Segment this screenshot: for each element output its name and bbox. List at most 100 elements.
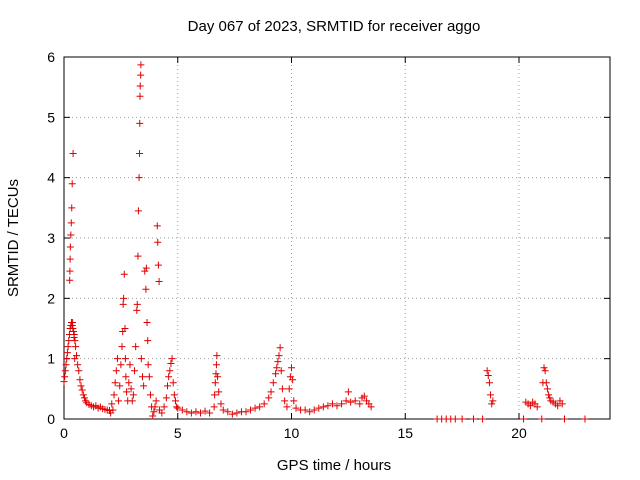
axis-ticks: 0 5 10 15 20 0 1 2 3 4 5 6 xyxy=(47,49,610,441)
data-point xyxy=(134,252,142,260)
y-tick-label: 1 xyxy=(47,351,55,367)
data-point xyxy=(132,343,140,351)
y-tick-label: 2 xyxy=(47,290,55,306)
data-point xyxy=(273,364,281,372)
data-point xyxy=(526,402,534,410)
data-point xyxy=(538,415,546,423)
data-point xyxy=(228,410,236,418)
data-point xyxy=(328,400,336,408)
data-point xyxy=(212,370,220,378)
data-point xyxy=(485,379,493,387)
data-point xyxy=(112,367,120,375)
data-point xyxy=(73,352,81,360)
data-point xyxy=(546,394,554,402)
data-point xyxy=(213,352,221,360)
data-point xyxy=(210,403,218,411)
data-point xyxy=(543,385,551,393)
data-point xyxy=(68,180,76,188)
y-axis-label: SRMTID / TECUs xyxy=(5,179,22,297)
data-point xyxy=(554,402,562,410)
data-point xyxy=(319,403,327,411)
data-point xyxy=(140,382,148,390)
data-point xyxy=(360,392,368,400)
data-point xyxy=(67,231,75,239)
data-point xyxy=(301,406,309,414)
data-point xyxy=(151,403,159,411)
data-point xyxy=(144,337,152,345)
data-point xyxy=(178,406,186,414)
data-point xyxy=(233,409,241,417)
y-tick-label: 6 xyxy=(47,49,55,65)
data-point xyxy=(145,373,153,381)
data-point xyxy=(116,382,124,390)
data-point xyxy=(170,391,178,399)
data-point xyxy=(281,397,289,405)
data-point xyxy=(69,318,77,326)
data-point xyxy=(69,150,77,158)
data-point xyxy=(201,407,209,415)
data-point xyxy=(520,415,528,423)
data-point xyxy=(65,337,73,345)
data-point xyxy=(168,355,176,363)
data-point xyxy=(315,404,323,412)
data-point xyxy=(66,243,74,251)
data-point xyxy=(165,373,173,381)
x-tick-label: 20 xyxy=(511,425,527,441)
data-point xyxy=(489,397,497,405)
data-point xyxy=(134,207,142,215)
data-point xyxy=(324,402,332,410)
data-point xyxy=(136,92,144,100)
data-point xyxy=(117,361,125,369)
data-point xyxy=(62,361,70,369)
data-point xyxy=(558,400,566,408)
data-point xyxy=(129,391,137,399)
y-tick-label: 5 xyxy=(47,109,55,125)
data-point xyxy=(247,406,255,414)
data-point xyxy=(63,355,71,363)
data-point xyxy=(164,382,172,390)
data-point xyxy=(277,367,285,375)
data-point xyxy=(128,397,136,405)
data-point xyxy=(61,367,69,375)
data-point xyxy=(283,403,291,411)
data-point xyxy=(347,398,355,406)
data-point xyxy=(217,400,225,408)
data-point xyxy=(206,409,214,417)
data-point xyxy=(224,408,232,416)
data-point xyxy=(542,379,550,387)
data-point xyxy=(356,400,364,408)
data-point xyxy=(133,306,141,314)
data-point xyxy=(540,364,548,372)
chart-title: Day 067 of 2023, SRMTID for receiver agg… xyxy=(188,18,481,35)
data-point xyxy=(260,400,268,408)
data-point xyxy=(154,261,162,269)
data-point xyxy=(153,222,161,230)
data-point xyxy=(143,318,151,326)
data-point xyxy=(458,415,466,423)
data-point xyxy=(152,397,160,405)
data-point xyxy=(310,406,318,414)
data-point xyxy=(68,204,76,212)
data-point xyxy=(251,404,259,412)
data-point xyxy=(79,391,87,399)
data-point xyxy=(158,409,166,417)
data-point xyxy=(214,373,222,381)
data-point xyxy=(169,379,177,387)
data-point xyxy=(61,373,69,381)
data-point xyxy=(78,386,86,394)
data-point xyxy=(108,400,116,408)
x-axis-label: GPS time / hours xyxy=(277,457,391,474)
data-point xyxy=(110,391,118,399)
data-point xyxy=(64,343,72,351)
data-point xyxy=(267,388,275,396)
data-point xyxy=(131,367,139,375)
data-point xyxy=(344,388,352,396)
data-point xyxy=(115,397,123,405)
data-point xyxy=(111,379,119,387)
data-point xyxy=(137,61,145,69)
data-point xyxy=(278,385,286,393)
x-tick-label: 10 xyxy=(284,425,300,441)
data-point xyxy=(77,382,85,390)
data-point xyxy=(342,397,350,405)
data-point xyxy=(67,219,75,227)
